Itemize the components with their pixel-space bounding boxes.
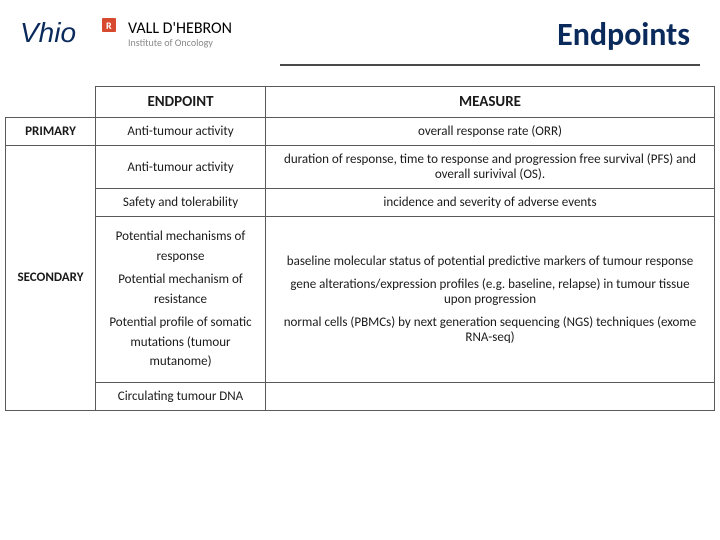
table-row: Circulating tumour DNA bbox=[6, 382, 715, 410]
slide-header: Vhio R VALL D'HEBRON Institute of Oncolo… bbox=[0, 0, 720, 64]
cell-measure: overall response rate (ORR) bbox=[266, 118, 715, 146]
table-row: SECONDARY Anti-tumour activity duration … bbox=[6, 146, 715, 189]
row-label-secondary: SECONDARY bbox=[6, 146, 96, 411]
logo-text: VALL D'HEBRON Institute of Oncology bbox=[128, 20, 232, 49]
cell-measure bbox=[266, 382, 715, 410]
table-row: Safety and tolerability incidence and se… bbox=[6, 189, 715, 217]
cell-measure: incidence and severity of adverse events bbox=[266, 189, 715, 217]
cell-endpoint: Anti-tumour activity bbox=[96, 118, 266, 146]
vhio-logo-icon: Vhio R bbox=[20, 12, 120, 56]
endpoint-item: Potential mechanism of resistance bbox=[106, 270, 255, 309]
col-header-endpoint: ENDPOINT bbox=[96, 87, 266, 118]
title-underline bbox=[280, 64, 700, 66]
corner-cell bbox=[6, 87, 96, 118]
cell-endpoint: Circulating tumour DNA bbox=[96, 382, 266, 410]
cell-measure: duration of response, time to response a… bbox=[266, 146, 715, 189]
cell-measure-multi: baseline molecular status of potential p… bbox=[266, 217, 715, 383]
endpoints-table: ENDPOINT MEASURE PRIMARY Anti-tumour act… bbox=[5, 86, 715, 411]
col-header-measure: MEASURE bbox=[266, 87, 715, 118]
endpoint-item: Potential mechanisms of response bbox=[106, 227, 255, 266]
endpoint-item: Potential profile of somatic mutations (… bbox=[106, 313, 255, 372]
table-row: PRIMARY Anti-tumour activity overall res… bbox=[6, 118, 715, 146]
measure-item: gene alterations/expression profiles (e.… bbox=[276, 277, 704, 307]
logo-sub-text: Institute of Oncology bbox=[128, 37, 232, 48]
svg-text:Vhio: Vhio bbox=[20, 17, 76, 48]
measure-item: baseline molecular status of potential p… bbox=[276, 254, 704, 269]
table-header-row: ENDPOINT MEASURE bbox=[6, 87, 715, 118]
row-label-primary: PRIMARY bbox=[6, 118, 96, 146]
cell-endpoint-multi: Potential mechanisms of response Potenti… bbox=[96, 217, 266, 383]
cell-endpoint: Safety and tolerability bbox=[96, 189, 266, 217]
svg-text:R: R bbox=[106, 19, 112, 32]
cell-endpoint: Anti-tumour activity bbox=[96, 146, 266, 189]
measure-item: normal cells (PBMCs) by next generation … bbox=[276, 315, 704, 345]
logo-area: Vhio R VALL D'HEBRON Institute of Oncolo… bbox=[20, 12, 232, 56]
table-row: Potential mechanisms of response Potenti… bbox=[6, 217, 715, 383]
page-title: Endpoints bbox=[557, 15, 690, 54]
logo-main-text: VALL D'HEBRON bbox=[128, 20, 232, 38]
